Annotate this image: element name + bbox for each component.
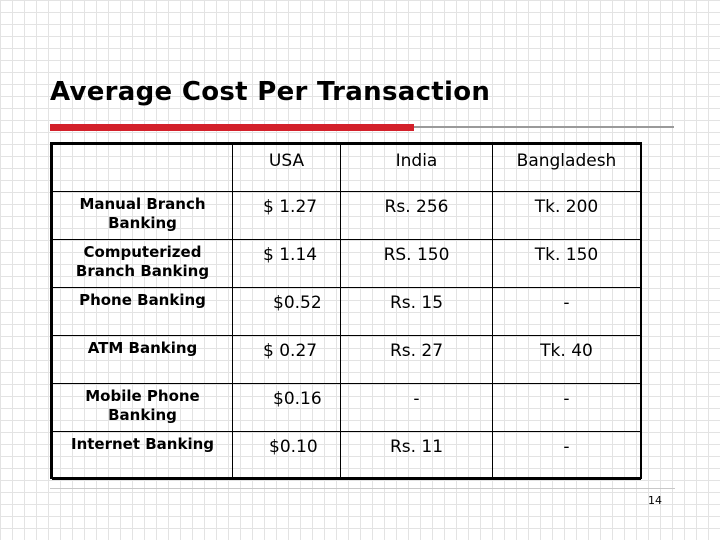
row-label: Internet Banking bbox=[52, 431, 233, 480]
cell-india: Rs. 11 bbox=[340, 431, 493, 480]
slide-title: Average Cost Per Transaction bbox=[50, 77, 491, 107]
cell-bangladesh: - bbox=[492, 383, 641, 432]
table-row: Mobile Phone Banking $0.16 - - bbox=[52, 383, 641, 432]
title-underline-thin bbox=[414, 126, 674, 128]
cell-india: - bbox=[340, 383, 493, 432]
table-row: Manual Branch Banking $ 1.27 Rs. 256 Tk.… bbox=[52, 191, 641, 240]
header-cell-bangladesh: Bangladesh bbox=[492, 144, 641, 192]
footer-divider bbox=[50, 488, 675, 489]
cell-usa: $ 1.27 bbox=[232, 191, 341, 240]
cell-bangladesh: - bbox=[492, 287, 641, 336]
cell-usa: $0.10 bbox=[232, 431, 341, 480]
title-underline-accent bbox=[50, 124, 414, 131]
cell-usa: $0.16 bbox=[232, 383, 341, 432]
cell-india: Rs. 15 bbox=[340, 287, 493, 336]
table-row: ATM Banking $ 0.27 Rs. 27 Tk. 40 bbox=[52, 335, 641, 384]
header-cell-usa: USA bbox=[232, 144, 341, 192]
row-label: Mobile Phone Banking bbox=[52, 383, 233, 432]
row-label: Computerized Branch Banking bbox=[52, 239, 233, 288]
table-row: Internet Banking $0.10 Rs. 11 - bbox=[52, 431, 641, 480]
page-number: 14 bbox=[648, 494, 662, 507]
table-row: Computerized Branch Banking $ 1.14 RS. 1… bbox=[52, 239, 641, 288]
row-label: ATM Banking bbox=[52, 335, 233, 384]
row-label: Phone Banking bbox=[52, 287, 233, 336]
cell-bangladesh: Tk. 150 bbox=[492, 239, 641, 288]
cell-bangladesh: Tk. 200 bbox=[492, 191, 641, 240]
table-header-row: USA India Bangladesh bbox=[52, 144, 641, 192]
cell-india: Rs. 27 bbox=[340, 335, 493, 384]
header-cell-empty bbox=[52, 144, 233, 192]
cell-usa: $ 0.27 bbox=[232, 335, 341, 384]
table-row: Phone Banking $0.52 Rs. 15 - bbox=[52, 287, 641, 336]
row-label: Manual Branch Banking bbox=[52, 191, 233, 240]
cell-usa: $ 1.14 bbox=[232, 239, 341, 288]
cell-india: RS. 150 bbox=[340, 239, 493, 288]
cost-table: USA India Bangladesh Manual Branch Banki… bbox=[50, 142, 642, 480]
header-cell-india: India bbox=[340, 144, 493, 192]
cell-india: Rs. 256 bbox=[340, 191, 493, 240]
cell-usa: $0.52 bbox=[232, 287, 341, 336]
cell-bangladesh: Tk. 40 bbox=[492, 335, 641, 384]
cell-bangladesh: - bbox=[492, 431, 641, 480]
cost-table-grid: USA India Bangladesh Manual Branch Banki… bbox=[52, 144, 641, 480]
